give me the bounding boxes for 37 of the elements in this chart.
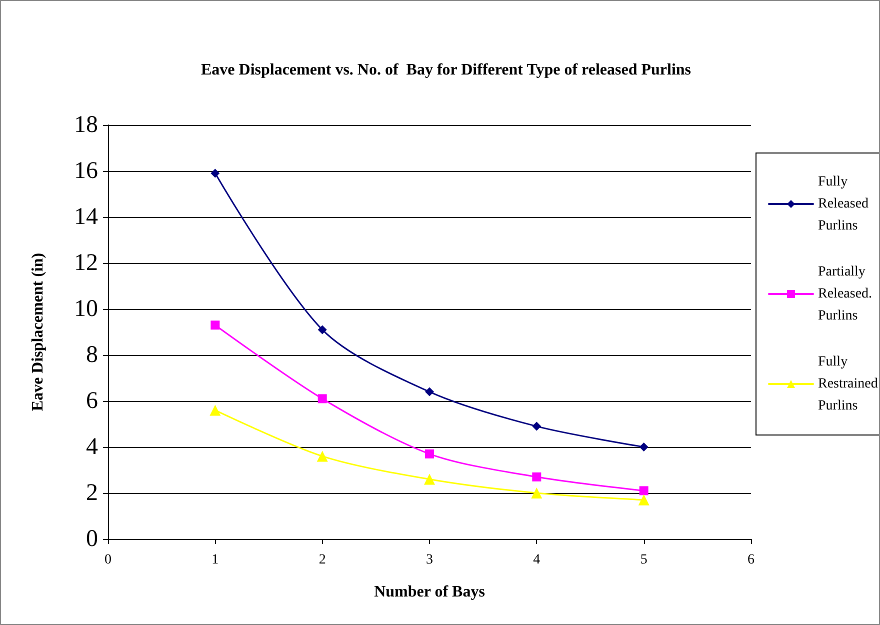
x-tick-label: 1	[212, 552, 219, 568]
x-tick-label: 0	[104, 552, 112, 568]
point	[531, 488, 542, 498]
y-tick-label: 16	[74, 158, 98, 184]
x-axis-title: Number of Bays	[374, 584, 485, 600]
x-tick-label: 4	[533, 552, 540, 568]
y-axis-title: Eave Displacement (in)	[30, 252, 46, 412]
y-tick-label: 10	[74, 296, 98, 322]
point	[425, 387, 434, 396]
y-tick-label: 14	[74, 204, 98, 230]
point	[316, 450, 328, 462]
y-tick-label: 8	[86, 342, 98, 368]
point	[639, 486, 648, 496]
y-tick-label: 18	[74, 112, 98, 138]
y-tick-label: 4	[86, 434, 98, 460]
point	[532, 472, 542, 482]
point	[638, 494, 650, 506]
x-tick-label: 5	[640, 552, 648, 568]
chart-title: Eave Displacement vs. No. of Bay for Different Type of released Purlins	[200, 62, 692, 78]
point	[639, 442, 648, 452]
x-tick-label: 6	[748, 552, 754, 568]
point	[210, 168, 220, 178]
point	[318, 325, 327, 334]
legend-label: Fully Released Purlins	[818, 174, 872, 234]
x-tick-label: 3	[426, 552, 433, 568]
point	[318, 394, 327, 404]
point	[424, 474, 435, 485]
point	[210, 404, 221, 416]
y-tick-label: 2	[86, 480, 98, 506]
point	[210, 320, 220, 330]
point	[425, 449, 434, 458]
legend-label: Fully Restrained Purlins	[818, 354, 880, 414]
y-tick-label: 6	[86, 388, 98, 414]
y-tick-label: 12	[74, 250, 98, 276]
x-tick-label: 2	[318, 552, 326, 568]
legend-label: Partially Released. Purlins	[818, 264, 876, 324]
point	[532, 422, 542, 431]
